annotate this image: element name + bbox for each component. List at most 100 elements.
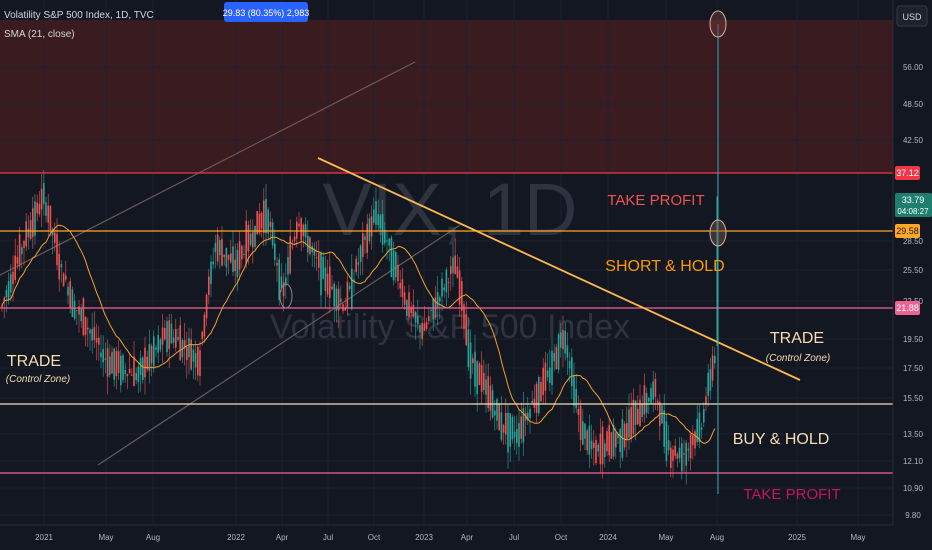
candle-body <box>230 253 232 263</box>
candle-body <box>456 266 459 278</box>
candle-body <box>177 337 179 340</box>
candle-body <box>67 286 69 296</box>
candle-body <box>641 403 643 418</box>
candle-body <box>441 278 443 297</box>
candle-body <box>626 423 628 440</box>
badge-last-price <box>895 193 932 217</box>
candle-body <box>696 418 698 443</box>
candle-body <box>60 264 63 268</box>
y-tick-label: 56.00 <box>903 63 924 72</box>
measure-badge <box>224 2 308 22</box>
candle-body <box>267 209 269 234</box>
candle-body <box>291 246 294 248</box>
indicator-legend[interactable]: SMA (21, close) <box>4 29 75 40</box>
candle-body <box>711 355 714 381</box>
trade-right-label: TRADE <box>770 330 824 347</box>
candle-body <box>703 408 705 423</box>
candle-body <box>84 316 87 335</box>
descending-trendline[interactable] <box>317 157 801 381</box>
candle-body <box>681 443 683 472</box>
candle-body <box>643 385 646 415</box>
candle-body <box>122 354 124 381</box>
candle-body <box>71 289 74 317</box>
y-tick-label: 15.50 <box>903 394 924 403</box>
candle-body <box>571 357 573 387</box>
channel-upper-line[interactable] <box>0 61 416 276</box>
candle-body <box>80 308 82 322</box>
candle-body <box>584 423 586 439</box>
candle-body <box>43 182 45 204</box>
y-tick-label: 25.50 <box>903 266 924 275</box>
candle-body <box>582 421 584 445</box>
candle-body <box>155 347 157 350</box>
channel-lower-line[interactable] <box>97 224 461 466</box>
candle-body <box>115 351 118 377</box>
candle-body <box>25 221 27 247</box>
candle-body <box>650 388 652 404</box>
candle-body <box>665 421 668 462</box>
candle-body <box>366 223 368 253</box>
candle-body <box>683 453 685 455</box>
candle-body <box>443 287 445 291</box>
candle-body <box>309 237 311 255</box>
candle-body <box>645 393 648 413</box>
candle-body <box>606 431 608 452</box>
currency-button[interactable] <box>896 5 928 27</box>
candle-body <box>241 246 243 260</box>
candle-body <box>355 258 357 273</box>
candle-body <box>674 445 676 456</box>
pivot-marker[interactable] <box>279 283 293 309</box>
watermark-symbol: VIX, 1D <box>323 168 578 251</box>
candle-body <box>51 228 54 236</box>
candle-body <box>390 237 393 278</box>
candle-body <box>485 379 487 395</box>
x-tick-label: Aug <box>146 533 160 542</box>
candle-body <box>329 266 331 299</box>
price-axis[interactable] <box>893 0 932 525</box>
candle-body <box>450 266 452 275</box>
candle-body <box>164 328 166 340</box>
candle-body <box>432 298 434 320</box>
y-tick-label: 19.50 <box>903 335 924 344</box>
candle-body <box>599 433 602 465</box>
candle-body <box>445 269 448 293</box>
candle-body <box>410 306 412 314</box>
candle-body <box>98 337 100 345</box>
candle-body <box>362 233 364 257</box>
candle-body <box>509 413 511 447</box>
measure-mid-marker[interactable] <box>709 219 727 247</box>
candle-body <box>232 246 234 272</box>
candle-body <box>529 409 531 419</box>
candle-body <box>148 343 151 371</box>
candle-body <box>135 373 137 381</box>
candle-body <box>82 298 85 336</box>
candle-body <box>467 329 470 368</box>
candle-body <box>34 201 36 236</box>
measure-end-marker[interactable] <box>709 10 727 38</box>
candle-body <box>685 442 687 466</box>
candle-body <box>392 250 395 281</box>
candle-body <box>3 297 5 302</box>
x-tick-label: May <box>658 533 673 542</box>
candle-body <box>439 297 441 302</box>
trade-left-label: TRADE <box>7 353 61 370</box>
badge-level-mid <box>895 224 920 238</box>
x-tick-label: May <box>850 533 865 542</box>
x-tick-label: Oct <box>555 533 568 542</box>
candle-body <box>179 325 181 361</box>
candle-body <box>597 444 599 452</box>
candle-body <box>549 367 551 383</box>
candle-body <box>168 320 170 349</box>
candle-body <box>214 242 217 253</box>
time-axis[interactable] <box>0 525 932 550</box>
badge-level-top <box>895 166 920 180</box>
candle-body <box>575 389 577 409</box>
candle-body <box>557 334 560 370</box>
candle-body <box>656 400 659 403</box>
candle-body <box>27 228 30 238</box>
candle-body <box>102 349 104 363</box>
candle-body <box>36 202 38 214</box>
candle-body <box>489 385 492 411</box>
candle-body <box>183 340 186 349</box>
